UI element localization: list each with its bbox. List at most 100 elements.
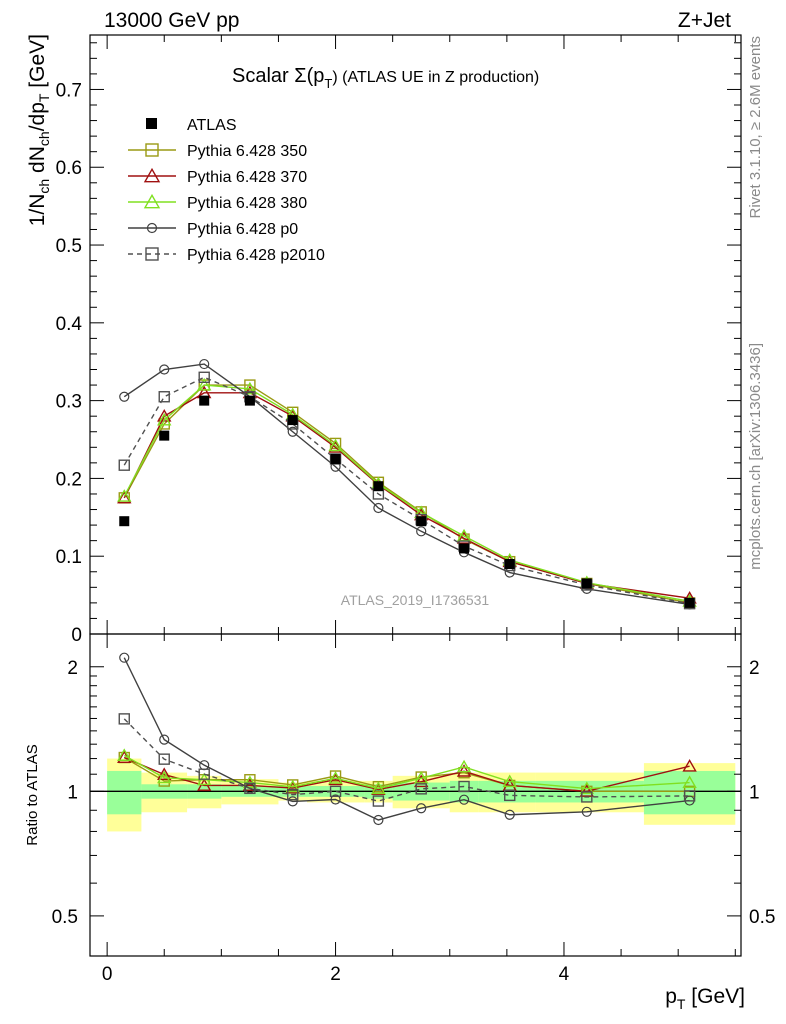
header-energy-label: 13000 GeV pp xyxy=(104,9,239,32)
ratio-series-2-point xyxy=(242,775,258,789)
ratio-series-1-point xyxy=(157,767,172,780)
main-y-tick-label: 0.3 xyxy=(56,392,82,413)
ratio-series-3-point xyxy=(330,794,341,805)
ratio-series-3-point xyxy=(159,734,170,745)
ratio-series-2-point xyxy=(371,781,386,794)
main-y-tick-label: 0.7 xyxy=(56,80,82,101)
legend-label-0: Pythia 6.428 350 xyxy=(187,143,307,160)
atlas-data-point xyxy=(159,430,170,441)
atlas-data-point xyxy=(416,516,427,527)
atlas-data-point xyxy=(119,516,130,527)
ratio-panel: 0.5 0.5 1 1 2 2 xyxy=(52,633,775,957)
plot-title-sub: T xyxy=(324,76,332,91)
legend-label-1: Pythia 6.428 370 xyxy=(187,169,307,186)
x-tick-labels: 0 2 4 xyxy=(102,964,570,985)
series-3-point xyxy=(199,358,210,370)
ratio-y-tick-label: 1 xyxy=(67,782,78,803)
series-0-point xyxy=(244,379,256,391)
ratio-y-tick-label: 0.5 xyxy=(52,907,78,928)
ratio-series-2-point xyxy=(117,748,132,761)
series-1-point xyxy=(328,440,343,453)
series-3-point xyxy=(119,391,130,402)
ratio-series-4-point xyxy=(118,713,130,725)
main-series-group xyxy=(117,358,697,610)
ratio-y-tick-label: 2 xyxy=(67,658,78,679)
ratio-series-1-point xyxy=(414,774,429,788)
ratio-series-2-point xyxy=(157,770,172,784)
series-line-0 xyxy=(123,384,690,604)
legend-label-3: Pythia 6.428 p0 xyxy=(187,221,298,238)
series-3-point xyxy=(287,426,298,437)
ratio-series-3-point xyxy=(119,652,130,663)
ratio-series-2-point xyxy=(682,775,697,789)
series-line-4 xyxy=(123,376,690,605)
rivet-info-label: Rivet 3.1.10, ≥ 2.6M events xyxy=(747,36,764,219)
ratio-series-3-point xyxy=(373,814,384,826)
ratio-y-tick-label-right: 2 xyxy=(749,658,760,679)
atlas-data-point xyxy=(199,395,210,406)
main-y-tick-label: 0.2 xyxy=(56,469,82,490)
series-2-point xyxy=(117,489,132,502)
ratio-series-2-point xyxy=(285,779,300,793)
legend-marker-1 xyxy=(143,167,161,183)
legend-atlas-marker xyxy=(146,118,157,129)
ratio-series-4-point xyxy=(504,789,516,802)
x-tick-label: 0 xyxy=(102,964,113,985)
main-y-tick-label: 0.6 xyxy=(56,158,82,179)
series-2-point xyxy=(157,412,172,426)
ratio-y-tick-label-right: 1 xyxy=(749,782,760,803)
ratio-series-1-point xyxy=(682,759,697,772)
series-3-point xyxy=(373,502,384,514)
ratio-y-tick-label-right: 0.5 xyxy=(749,907,775,928)
analysis-watermark: ATLAS_2019_I1736531 xyxy=(341,592,490,608)
series-line-1 xyxy=(123,392,690,599)
series-1-point xyxy=(117,490,132,504)
atlas-data-point xyxy=(287,415,298,426)
legend: ATLAS Pythia 6.428 350 Pythia 6.428 370 Pyt… xyxy=(128,117,325,264)
series-line-2 xyxy=(123,384,690,603)
main-y-tick-label: 0.1 xyxy=(56,547,82,568)
atlas-data-point xyxy=(504,558,515,569)
plot-title-rest: ) (ATLAS UE in Z production) xyxy=(332,69,539,86)
series-line-3 xyxy=(123,363,690,606)
series-2-point xyxy=(197,377,212,391)
main-panel: 0 0.1 0.2 0.3 0.4 0.5 0.6 0.7 xyxy=(56,34,742,646)
x-tick-label: 4 xyxy=(559,964,570,985)
series-2-point xyxy=(328,438,343,452)
legend-marker-4 xyxy=(145,247,159,261)
series-4-point xyxy=(198,371,210,383)
x-axis-label: pT [GeV] xyxy=(665,985,745,1012)
x-tick-label: 2 xyxy=(330,964,341,985)
ratio-series-2-point xyxy=(328,771,343,784)
ratio-series-2-point xyxy=(502,774,517,788)
plot-title: Scalar Σ(pT) (ATLAS UE in Z production) xyxy=(232,65,539,91)
ratio-series-4-point xyxy=(372,795,385,807)
ratio-series-3-point xyxy=(504,809,515,820)
ratio-line-2 xyxy=(123,754,690,790)
ratio-axis-ticks: 0.5 0.5 1 1 2 2 xyxy=(52,634,775,956)
plot-title-main: Scalar Σ(p xyxy=(232,65,324,87)
atlas-data-point xyxy=(684,597,695,608)
atlas-data-point xyxy=(373,481,384,492)
series-4-point xyxy=(158,391,170,403)
ratio-series-4-point xyxy=(683,790,696,802)
ratio-series-group xyxy=(117,652,697,826)
ratio-series-3-point xyxy=(458,794,470,805)
ratio-line-3 xyxy=(123,657,690,821)
ratio-series-2-point xyxy=(456,759,472,773)
ratio-series-4-point xyxy=(329,785,342,798)
atlas-data-point xyxy=(330,453,341,464)
legend-label-2: Pythia 6.428 380 xyxy=(187,195,307,212)
series-3-point xyxy=(159,364,170,375)
ratio-panel-frame xyxy=(89,633,742,957)
ratio-series-3-point xyxy=(416,803,427,814)
ratio-series-4-point xyxy=(198,768,210,780)
atlas-data-point xyxy=(459,543,470,554)
ratio-inner-band xyxy=(107,770,142,815)
legend-marker-0 xyxy=(145,143,159,157)
ratio-series-3-point xyxy=(581,806,592,817)
atlas-data-point xyxy=(581,578,592,589)
ratio-uncertainty-bands xyxy=(90,758,741,832)
ratio-series-4-point xyxy=(415,783,427,795)
